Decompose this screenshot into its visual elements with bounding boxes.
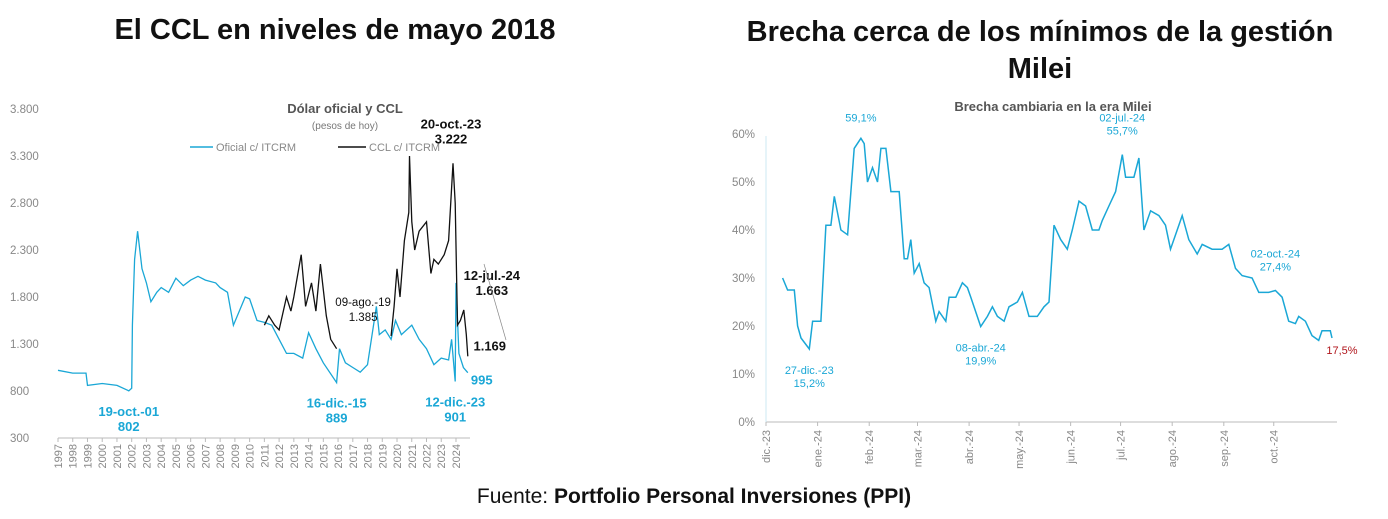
x-tick-label: may.-24 bbox=[1014, 430, 1026, 469]
source-note: Fuente: Portfolio Personal Inversiones (… bbox=[0, 485, 1388, 509]
y-tick-label: 1.800 bbox=[10, 292, 39, 304]
x-tick-label: ene.-24 bbox=[813, 430, 825, 467]
chart-title: Dólar oficial y CCL bbox=[287, 101, 403, 116]
source-name: Portfolio Personal Inversiones (PPI) bbox=[553, 485, 912, 508]
data-label: 17,5% bbox=[1326, 345, 1357, 357]
y-tick-label: 3.800 bbox=[10, 104, 39, 116]
x-tick-label: 2018 bbox=[363, 444, 375, 468]
right-heading: Brecha cerca de los mínimos de la gestió… bbox=[746, 16, 1334, 85]
y-tick-label: 1.300 bbox=[10, 339, 39, 351]
data-label: 19-oct.-01 bbox=[98, 404, 159, 419]
x-tick-label: 2004 bbox=[156, 444, 168, 468]
x-tick-label: mar.-24 bbox=[912, 430, 924, 467]
x-tick-label: 2020 bbox=[392, 444, 404, 468]
x-tick-label: 2015 bbox=[318, 444, 330, 468]
x-tick-label: feb.-24 bbox=[864, 430, 876, 464]
data-label: 889 bbox=[326, 411, 348, 426]
data-label: 901 bbox=[444, 410, 466, 425]
y-tick-label: 300 bbox=[10, 433, 29, 445]
data-label: 55,7% bbox=[1107, 126, 1138, 138]
data-label: 802 bbox=[118, 419, 140, 434]
y-tick-label: 20% bbox=[732, 321, 755, 333]
y-tick-label: 0% bbox=[738, 417, 755, 429]
x-tick-label: 2022 bbox=[422, 444, 434, 468]
x-tick-label: 2014 bbox=[304, 444, 316, 468]
legend-label-oficial: Oficial c/ ITCRM bbox=[216, 142, 296, 154]
x-tick-label: 2021 bbox=[407, 444, 419, 468]
data-label: 995 bbox=[471, 373, 493, 388]
x-tick-label: 2006 bbox=[186, 444, 198, 468]
y-tick-label: 30% bbox=[732, 273, 755, 285]
x-tick-label: jul.-24 bbox=[1116, 430, 1128, 461]
data-label: 08-abr.-24 bbox=[956, 342, 1006, 354]
annotation-leader bbox=[483, 263, 507, 341]
data-label: 15,2% bbox=[794, 378, 825, 390]
data-label: 27,4% bbox=[1260, 261, 1291, 273]
x-tick-label: 2023 bbox=[436, 444, 448, 468]
x-tick-label: 2010 bbox=[245, 444, 257, 468]
data-label: 1.385 bbox=[349, 312, 378, 324]
y-tick-label: 50% bbox=[732, 177, 755, 189]
legend-label-ccl: CCL c/ ITCRM bbox=[369, 142, 440, 154]
data-label: 27-dic.-23 bbox=[785, 365, 834, 377]
x-tick-label: oct.-24 bbox=[1269, 430, 1281, 464]
y-tick-label: 2.300 bbox=[10, 245, 39, 257]
x-tick-label: dic.-23 bbox=[761, 430, 773, 463]
chart-title: Brecha cambiaria en la era Milei bbox=[954, 99, 1151, 114]
data-label: 12-dic.-23 bbox=[425, 395, 485, 410]
source-prefix: Fuente: bbox=[476, 485, 554, 508]
x-tick-label: 2007 bbox=[200, 444, 212, 468]
x-tick-label: 1997 bbox=[53, 444, 65, 468]
x-tick-label: 2013 bbox=[289, 444, 301, 468]
y-tick-label: 800 bbox=[10, 386, 29, 398]
data-label: 02-oct.-24 bbox=[1251, 248, 1301, 260]
data-label: 19,9% bbox=[965, 355, 996, 367]
x-tick-label: ago.-24 bbox=[1167, 430, 1179, 467]
x-tick-label: 2005 bbox=[171, 444, 183, 468]
x-tick-label: 2016 bbox=[333, 444, 345, 468]
x-tick-label: 2017 bbox=[348, 444, 360, 468]
data-label: 02-jul.-24 bbox=[1099, 113, 1145, 125]
data-label: 59,1% bbox=[845, 112, 876, 124]
y-tick-label: 10% bbox=[732, 369, 755, 381]
x-tick-label: 2001 bbox=[112, 444, 124, 468]
x-tick-label: 2003 bbox=[141, 444, 153, 468]
y-tick-label: 60% bbox=[732, 129, 755, 141]
left-heading: El CCL en niveles de mayo 2018 bbox=[114, 14, 556, 46]
y-tick-label: 3.300 bbox=[10, 151, 39, 163]
x-tick-label: 2012 bbox=[274, 444, 286, 468]
data-label: 3.222 bbox=[435, 131, 468, 146]
data-label: 12-jul.-24 bbox=[464, 268, 521, 283]
x-tick-label: 2000 bbox=[97, 444, 109, 468]
x-tick-label: sep.-24 bbox=[1219, 430, 1231, 467]
x-tick-label: 2024 bbox=[451, 444, 463, 468]
data-label: 16-dic.-15 bbox=[307, 396, 367, 411]
series-line-brecha bbox=[781, 136, 1333, 351]
series-line-ccl bbox=[263, 155, 469, 357]
x-tick-label: 1998 bbox=[68, 444, 80, 468]
data-label: 09-ago.-19 bbox=[335, 297, 391, 309]
x-tick-label: 2011 bbox=[259, 444, 271, 468]
x-tick-label: jun.-24 bbox=[1066, 430, 1078, 465]
x-tick-label: 2008 bbox=[215, 444, 227, 468]
x-tick-label: 1999 bbox=[82, 444, 94, 468]
x-tick-label: 2002 bbox=[127, 444, 139, 468]
data-label: 20-oct.-23 bbox=[421, 116, 482, 131]
series-line-oficial bbox=[57, 231, 469, 392]
y-tick-label: 40% bbox=[732, 225, 755, 237]
chart-subtitle: (pesos de hoy) bbox=[312, 121, 378, 132]
x-tick-label: abr.-24 bbox=[964, 430, 976, 464]
x-tick-label: 2009 bbox=[230, 444, 242, 468]
data-label: 1.169 bbox=[473, 338, 506, 353]
y-tick-label: 2.800 bbox=[10, 198, 39, 210]
x-tick-label: 2019 bbox=[377, 444, 389, 468]
